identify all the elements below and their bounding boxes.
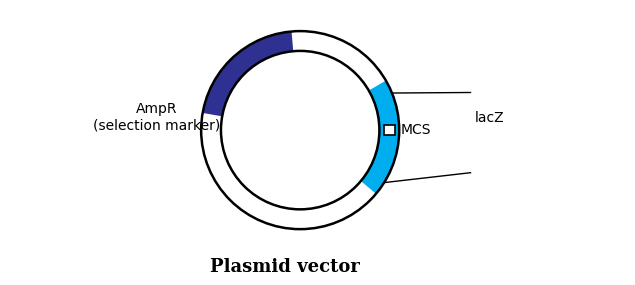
Text: MCS: MCS — [401, 123, 431, 137]
Text: AmpR
(selection marker): AmpR (selection marker) — [93, 102, 220, 132]
FancyBboxPatch shape — [384, 125, 395, 135]
Text: lacZ: lacZ — [474, 111, 504, 125]
Polygon shape — [361, 81, 399, 194]
Text: Plasmid vector: Plasmid vector — [210, 258, 360, 276]
Polygon shape — [203, 31, 293, 116]
